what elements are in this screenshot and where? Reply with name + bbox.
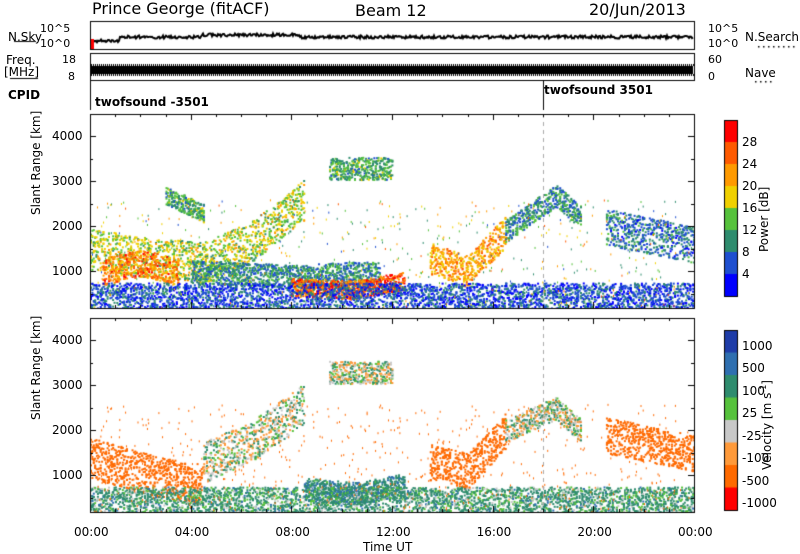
power-ytick-label: 1000 xyxy=(52,264,83,279)
velocity-ytick-label: 2000 xyxy=(52,423,83,438)
power-colorbar-tick: 28 xyxy=(742,135,758,149)
power-colorbar-tick: 20 xyxy=(742,179,758,193)
freq-tick-top: 18 xyxy=(62,53,76,66)
time-tick-label: 04:00 xyxy=(174,525,210,539)
nsky-label: N.Sky xyxy=(8,30,43,44)
power-ytick-label: 2000 xyxy=(52,219,83,234)
time-tick-label: 12:00 xyxy=(376,525,411,539)
time-tick-label: 00:00 xyxy=(74,525,109,539)
nsearch-tick-top: 10^5 xyxy=(708,22,739,35)
power-ytick-label: 4000 xyxy=(52,129,83,144)
freq-label-line1: Freq. xyxy=(6,53,36,67)
time-tick-label: 20:00 xyxy=(577,525,612,539)
power-colorbar-label: Power [dB] xyxy=(757,186,771,252)
time-tick-label: 08:00 xyxy=(275,525,310,539)
nsky-tick-top: 10^5 xyxy=(40,22,71,35)
cpid-segment-2: twofsound 3501 xyxy=(544,83,653,97)
velocity-ytick-label: 3000 xyxy=(52,378,83,393)
velocity-colorbar-tick: -500 xyxy=(742,473,770,488)
time-tick-label: 00:00 xyxy=(678,525,713,539)
velocity-ytick-label: 1000 xyxy=(52,468,83,483)
nave-tick-top: 60 xyxy=(708,53,722,66)
nave-tick-bottom: 0 xyxy=(708,70,715,83)
nsky-tick-bottom: 10^0 xyxy=(40,37,71,50)
cpid-label: CPID xyxy=(8,88,41,102)
velocity-colorbar-tick: 1000 xyxy=(742,338,773,353)
date-title: 20/Jun/2013 xyxy=(589,0,686,19)
power-colorbar-tick: 4 xyxy=(742,267,750,281)
nsearch-tick-bottom: 10^0 xyxy=(708,37,739,50)
freq-label-line2: [MHz] xyxy=(4,65,40,79)
velocity-colorbar-tick: 25 xyxy=(742,406,758,421)
beam-title: Beam 12 xyxy=(355,1,427,20)
nsearch-label: N.Search xyxy=(745,30,800,44)
velocity-ylabel: Slant Range [km] xyxy=(29,315,43,420)
velocity-colorbar-tick: 500 xyxy=(742,361,765,376)
velocity-colorbar-tick: 100 xyxy=(742,383,765,398)
power-colorbar-tick: 12 xyxy=(742,223,758,237)
nave-label: Nave xyxy=(745,66,776,80)
time-tick-label: 16:00 xyxy=(476,525,512,539)
cpid-segment-1: twofsound -3501 xyxy=(95,95,209,109)
power-ytick-label: 3000 xyxy=(52,174,83,189)
velocity-colorbar-tick: -100 xyxy=(742,451,770,466)
station-title: Prince George (fitACF) xyxy=(92,0,270,18)
velocity-colorbar-tick: -1000 xyxy=(742,496,777,511)
power-colorbar-tick: 16 xyxy=(742,201,758,215)
power-colorbar-tick: 8 xyxy=(742,245,750,259)
power-ylabel: Slant Range [km] xyxy=(29,110,43,215)
velocity-ytick-label: 4000 xyxy=(52,333,83,348)
power-colorbar-tick: 24 xyxy=(742,157,758,171)
time-axis-label: Time UT xyxy=(363,540,413,554)
velocity-colorbar-tick: -25 xyxy=(742,428,762,443)
freq-tick-bottom: 8 xyxy=(68,70,75,83)
